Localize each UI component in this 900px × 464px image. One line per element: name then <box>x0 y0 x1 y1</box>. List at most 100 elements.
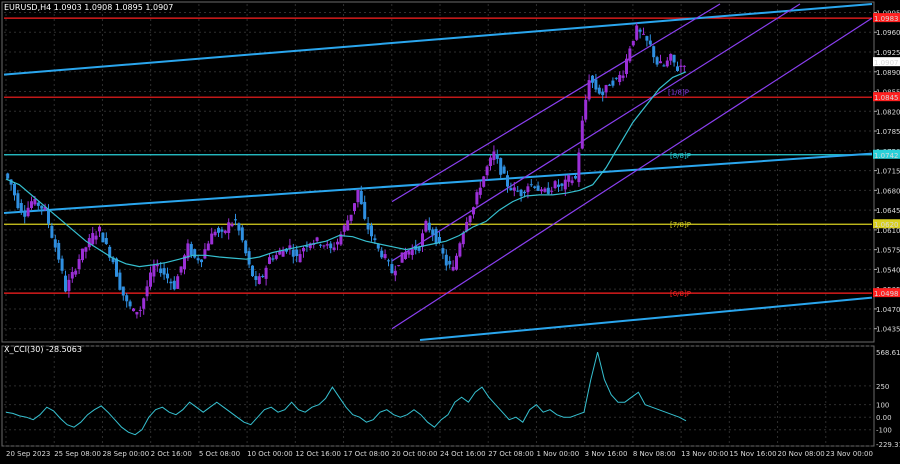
time-tick-label: 1 Nov 00:00 <box>536 450 579 458</box>
time-tick-label: 20 Nov 08:00 <box>778 450 825 458</box>
candle-body <box>40 205 44 209</box>
candle-body <box>526 186 530 193</box>
candle-body <box>9 179 13 185</box>
candle-body <box>342 225 346 232</box>
candle-body <box>421 233 424 247</box>
candle-body <box>60 258 64 271</box>
candle-body <box>33 198 37 205</box>
candle-body <box>366 223 370 230</box>
price-tick-label: 1.0715 <box>876 168 900 176</box>
time-tick-label: 28 Sep 00:00 <box>102 450 149 458</box>
candle-body <box>614 77 618 79</box>
candle-body <box>682 65 686 67</box>
trend-lines[interactable] <box>3 3 873 341</box>
candle-body <box>67 279 71 292</box>
channel-line <box>391 3 721 203</box>
candle-body <box>570 180 574 184</box>
candle-body <box>574 175 577 179</box>
candle-body <box>652 46 656 58</box>
candle-body <box>247 251 251 265</box>
candles <box>6 22 686 319</box>
price-tick-label: 1.0960 <box>876 29 900 37</box>
cci-title: X_CCI(30) -28.5063 <box>4 345 82 354</box>
candle-body <box>597 87 601 94</box>
time-tick-label: 20 Sep 2023 <box>6 450 50 458</box>
price-level-badge <box>873 13 900 23</box>
candle-body <box>254 276 258 280</box>
murrey-level-tag: [7/8]P <box>670 221 691 229</box>
cci-series <box>5 351 687 436</box>
candle-body <box>665 60 669 67</box>
candle-body <box>553 181 557 189</box>
candle-body <box>659 61 662 64</box>
candle-body <box>516 190 520 192</box>
candle-body <box>183 255 186 270</box>
candle-body <box>227 222 231 233</box>
candle-body <box>580 120 584 149</box>
candle-body <box>346 220 350 231</box>
price-level-badge <box>873 149 900 159</box>
candle-body <box>240 227 244 241</box>
candle-body <box>91 233 95 245</box>
candle-body <box>264 267 268 279</box>
candle-body <box>543 188 547 192</box>
last-price-label: 1.0907 <box>874 59 899 67</box>
time-tick-label: 15 Nov 16:00 <box>729 450 776 458</box>
candle-body <box>482 176 486 187</box>
candle-body <box>121 286 125 296</box>
level-tags: 1.0983 1.0845 1.0742 [8/8]P 1.0620 [7/8]P 1.04… <box>668 13 900 298</box>
candle-body <box>128 301 132 307</box>
candle-body <box>359 190 363 205</box>
candle-body <box>567 175 571 182</box>
cci-axis: 568.6163 250 100 0.00 -100 -229.3166 <box>876 349 900 449</box>
time-axis[interactable]: 20 Sep 2023 25 Sep 08:00 28 Sep 00:00 2 Oct… <box>6 450 873 458</box>
candle-body <box>393 270 397 276</box>
price-tick-label: 1.0890 <box>876 69 900 77</box>
candle-body <box>329 243 333 249</box>
candle-body <box>557 184 560 187</box>
candle-body <box>64 275 67 292</box>
time-tick-label: 23 Nov 00:00 <box>826 450 873 458</box>
candle-body <box>492 151 496 161</box>
candle-body <box>434 228 438 244</box>
cci-tick-label: 250 <box>876 383 889 391</box>
candle-body <box>302 247 305 252</box>
price-tick-label: 1.0575 <box>876 247 900 255</box>
candle-body <box>285 248 288 252</box>
candle-body <box>196 258 200 261</box>
candle-body <box>390 264 394 274</box>
candle-body <box>16 193 20 209</box>
candle-body <box>125 295 129 302</box>
candle-body <box>410 249 414 256</box>
candle-body <box>373 238 377 241</box>
cci-line <box>5 351 687 436</box>
price-tick-label: 1.0820 <box>876 108 900 116</box>
candle-body <box>444 254 448 266</box>
candle-body <box>203 249 207 259</box>
candle-body <box>257 276 261 284</box>
time-tick-label: 5 Oct 08:00 <box>199 450 240 458</box>
candle-body <box>502 166 506 174</box>
candle-body <box>135 312 139 315</box>
candle-body <box>662 65 666 67</box>
candle-body <box>584 99 588 120</box>
main-panel-frame <box>1 1 875 343</box>
candle-body <box>594 79 598 90</box>
channel-line <box>391 3 801 262</box>
cci-grid <box>1 345 875 447</box>
time-tick-label: 2 Oct 16:00 <box>151 450 192 458</box>
candle-body <box>404 251 407 260</box>
candle-body <box>608 84 611 86</box>
candle-body <box>230 224 234 227</box>
candle-body <box>461 232 465 245</box>
candle-body <box>50 225 54 238</box>
candle-body <box>339 234 343 245</box>
price-tick-label: 1.0435 <box>876 326 900 334</box>
moving-average-line <box>5 71 687 268</box>
candle-body <box>370 225 373 237</box>
candle-body <box>495 154 499 159</box>
candle-body <box>138 309 142 311</box>
candle-body <box>349 214 353 221</box>
